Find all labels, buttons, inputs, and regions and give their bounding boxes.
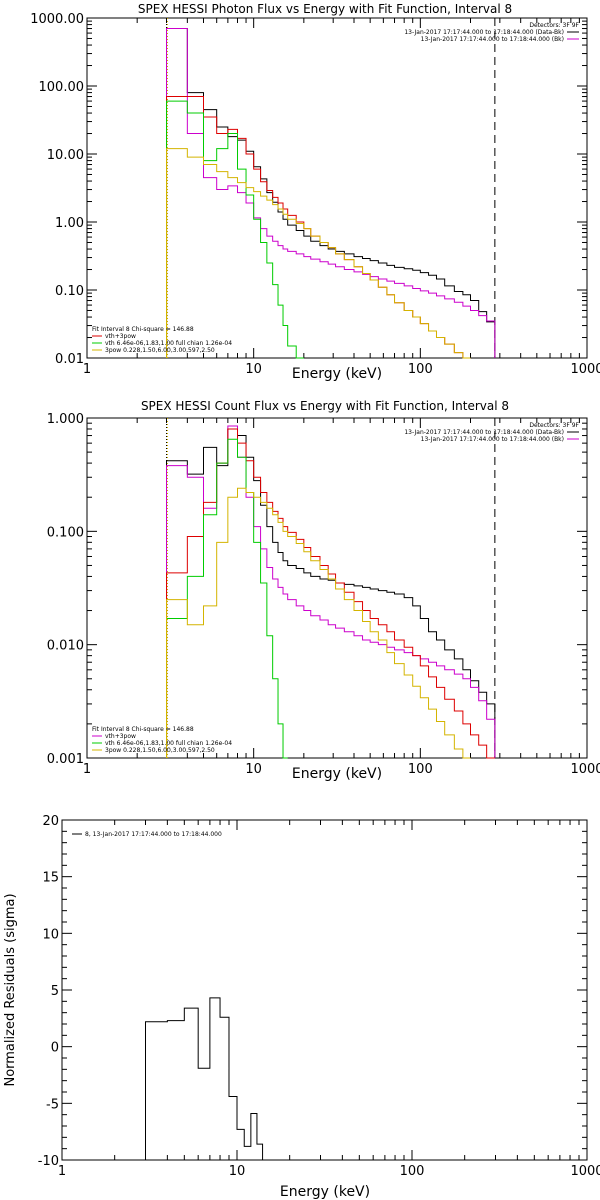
legend-entry-label: 13-Jan-2017 17:17:44.000 to 17:18:44.000…: [421, 436, 564, 443]
series-line: [166, 148, 471, 359]
reference-lines: [166, 418, 496, 758]
legend-top-left: 8, 13-Jan-2017 17:17:44.000 to 17:18:44.…: [72, 831, 222, 838]
y-axis-label: Normalized Residuals (sigma): [3, 893, 18, 1086]
tick-labels: 1 10 100 1000 -10 -5 0 5 10 15 20: [38, 814, 600, 1179]
y-tick-label: 1.00: [55, 216, 84, 231]
x-tick-label: 10: [229, 1164, 246, 1179]
series-group: [145, 997, 268, 1161]
y-tick-label: 1.000: [47, 412, 84, 427]
series-group: [166, 28, 496, 359]
series-line: [166, 428, 496, 758]
series-line: [166, 438, 288, 759]
photon-flux-panel: SPEX HESSI Photon Flux vs Energy with Fi…: [30, 2, 600, 382]
plot-frame: [61, 819, 588, 1161]
y-tick-label: 15: [42, 871, 59, 886]
x-tick-label: 100: [408, 762, 433, 777]
x-axis-label: Energy (keV): [280, 1184, 370, 1200]
y-tick-label: 0.10: [55, 284, 84, 299]
axis-ticks: [61, 819, 588, 1161]
y-tick-label: 0.01: [55, 352, 84, 367]
x-tick-label: 100: [400, 1164, 425, 1179]
reference-lines: [166, 18, 496, 358]
legend-header: Fit Interval 8 Chi-square = 146.88: [92, 726, 194, 733]
series-line: [166, 28, 496, 358]
legend-detectors: Detectors: 3F 9F: [529, 22, 579, 29]
x-tick-label: 1: [83, 762, 91, 777]
y-tick-label: -5: [46, 1097, 59, 1112]
x-tick-label: 1000: [570, 362, 600, 377]
series-line: [166, 428, 495, 759]
legend-detectors: Detectors: 3F 9F: [529, 422, 579, 429]
y-tick-label: 100.00: [39, 80, 85, 95]
series-line: [145, 997, 268, 1161]
y-tick-label: 0.001: [47, 752, 84, 767]
chart-title: SPEX HESSI Photon Flux vs Energy with Fi…: [138, 2, 512, 16]
y-tick-label: 0.010: [47, 639, 84, 654]
legend-entry-label: vth 6.46e-06,1.83,1.00 full chian 1.26e-…: [105, 340, 232, 347]
y-tick-label: 5: [51, 984, 59, 999]
axis-ticks: [86, 17, 588, 359]
series-group: [166, 425, 496, 759]
legend-entry-label: vth+3pow: [105, 333, 136, 340]
legend-entry-label: 13-Jan-2017 17:17:44.000 to 17:18:44.000…: [404, 29, 564, 36]
x-tick-label: 1: [58, 1164, 66, 1179]
y-tick-label: 10.00: [47, 148, 84, 163]
x-axis-label: Energy (keV): [292, 366, 382, 382]
residuals-panel: 1 10 100 1000 -10 -5 0 5 10 15 20 Energy (keV) Nor…: [3, 814, 600, 1200]
legend-entry-label: 13-Jan-2017 17:17:44.000 to 17:18:44.000…: [421, 36, 564, 43]
legend-entry-label: vth+3pow: [105, 733, 136, 740]
tick-labels: 1 10 100 1000 0.01 0.10 1.00 10.00 100.00 1000.00: [30, 12, 600, 377]
legend-entry-label: 8, 13-Jan-2017 17:17:44.000 to 17:18:44.…: [85, 831, 222, 838]
series-line: [166, 425, 496, 758]
series-line: [166, 487, 471, 759]
y-tick-label: 0.100: [47, 525, 84, 540]
x-tick-label: 10: [245, 762, 262, 777]
y-tick-label: 20: [42, 814, 59, 829]
plot-frame: [86, 417, 588, 759]
count-flux-panel: SPEX HESSI Count Flux vs Energy with Fit…: [47, 399, 600, 782]
axis-ticks: [86, 417, 588, 759]
legend-entry-label: 3pow 0.228,1.50,6.00,3.00,597,2.50: [105, 347, 215, 354]
plot-frame: [86, 17, 588, 359]
legend-entry-label: 3pow 0.228,1.50,6.00,3.00,597,2.50: [105, 747, 215, 754]
legend-bottom-left: Fit Interval 8 Chi-square = 146.88vth+3p…: [92, 726, 232, 754]
x-tick-label: 1000: [570, 762, 600, 777]
series-line: [166, 96, 471, 359]
legend-header: Fit Interval 8 Chi-square = 146.88: [92, 326, 194, 333]
x-tick-label: 10: [245, 362, 262, 377]
y-tick-label: 1000.00: [30, 12, 84, 27]
x-axis-label: Energy (keV): [292, 766, 382, 782]
tick-labels: 1 10 100 1000 0.001 0.010 0.100 1.000: [47, 412, 600, 777]
series-line: [166, 28, 496, 358]
x-tick-label: 100: [408, 362, 433, 377]
legend-entry-label: vth 6.46e-06,1.83,1.00 full chian 1.26e-…: [105, 740, 232, 747]
series-line: [166, 100, 304, 359]
x-tick-label: 1000: [570, 1164, 600, 1179]
legend-bottom-left: Fit Interval 8 Chi-square = 146.88vth+3p…: [92, 326, 232, 354]
x-tick-label: 1: [83, 362, 91, 377]
chart-title: SPEX HESSI Count Flux vs Energy with Fit…: [141, 399, 509, 413]
y-tick-label: 10: [42, 927, 59, 942]
y-tick-label: -10: [38, 1154, 59, 1169]
y-tick-label: 0: [51, 1041, 59, 1056]
legend-entry-label: 13-Jan-2017 17:17:44.000 to 17:18:44.000…: [404, 429, 564, 436]
